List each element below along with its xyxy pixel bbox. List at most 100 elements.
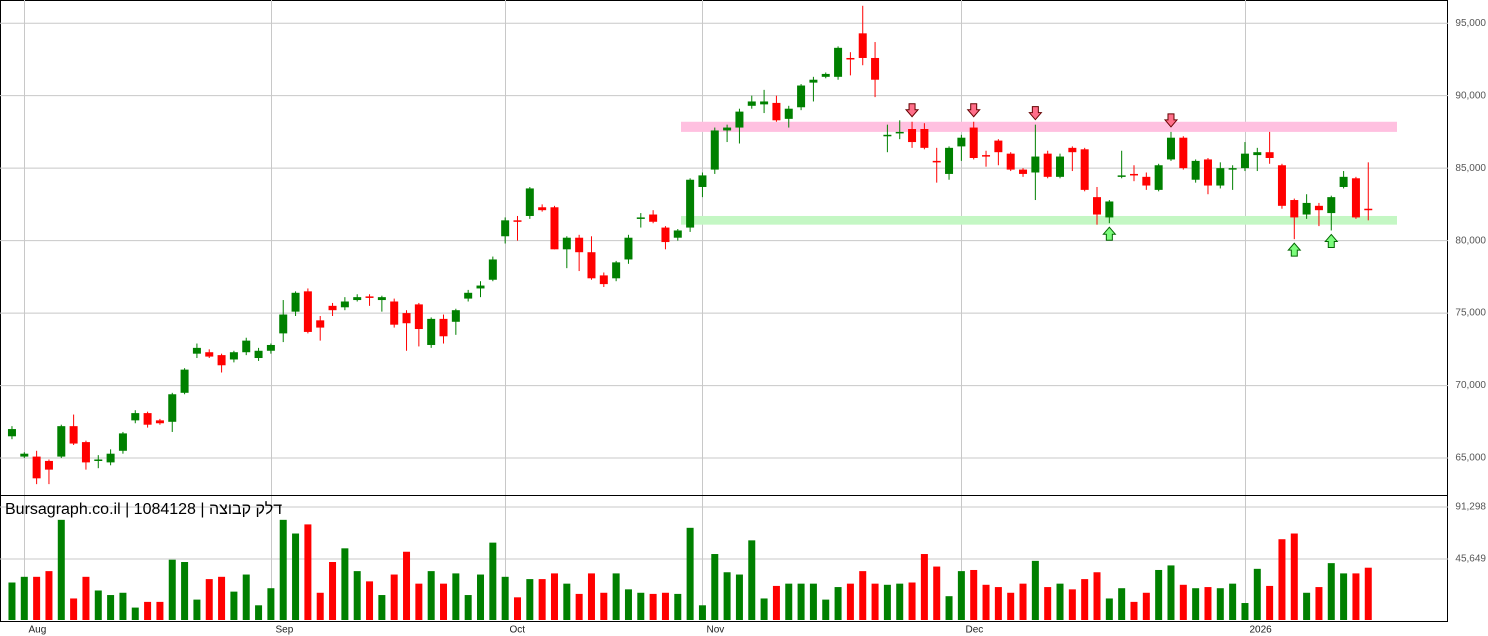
volume-bar (550, 573, 558, 620)
volume-bar (1167, 565, 1175, 620)
volume-bar (366, 581, 374, 620)
candle-body (686, 179, 695, 228)
candle-body (723, 127, 732, 131)
candle-body (168, 394, 177, 422)
candle-body (649, 214, 658, 222)
volume-bar (612, 573, 620, 620)
volume-bar (1229, 583, 1237, 620)
volume-bar (57, 519, 65, 620)
volume-bar (156, 601, 164, 620)
volume-bar (600, 592, 608, 620)
candle-body (242, 340, 251, 353)
candle-body (143, 413, 152, 425)
volume-bar (957, 571, 965, 620)
candle-body (155, 420, 164, 424)
volume-bar (205, 579, 213, 620)
volume-bar (1007, 592, 1015, 620)
candle-body (809, 79, 818, 83)
candle-body (1277, 165, 1286, 206)
candle-body (834, 47, 843, 77)
candle-body (562, 237, 571, 250)
candle-body (932, 160, 941, 163)
chart-title: Bursagraph.co.il | 1084128 | דלק קבוצה (5, 500, 282, 518)
volume-bar (279, 519, 287, 620)
volume-bar (464, 595, 472, 620)
candle-body (279, 314, 288, 334)
candle-body (624, 237, 633, 260)
volume-bar (1241, 603, 1249, 620)
volume-bar (1352, 573, 1360, 620)
resistance-band (681, 121, 1397, 132)
volume-bar (883, 584, 891, 620)
candle-body (1191, 160, 1200, 180)
plot-frame (0, 0, 1448, 622)
sell-arrow (966, 103, 981, 118)
volume-bar (563, 583, 571, 620)
candle-body (205, 352, 214, 357)
volume-bar (575, 593, 583, 620)
volume-tick-label: 45,649 (1455, 554, 1486, 565)
volume-bar (686, 527, 694, 620)
volume-tick-label: 91,298 (1455, 502, 1486, 513)
volume-bar (304, 524, 312, 620)
candle-body (131, 413, 140, 421)
candle-body (1179, 137, 1188, 169)
candle-body (747, 101, 756, 106)
candle-body (229, 352, 238, 360)
volume-bar (1290, 533, 1298, 620)
volume-bar (772, 585, 780, 620)
candle-body (1203, 159, 1212, 186)
candle-body (7, 429, 16, 437)
candle-body (1166, 137, 1175, 160)
volume-bar (415, 583, 423, 620)
volume-bar (994, 587, 1002, 620)
candle-body (1314, 205, 1323, 211)
volume-bar (218, 576, 226, 620)
candle-body (106, 453, 115, 463)
volume-bar (1315, 587, 1323, 620)
grid (0, 0, 1448, 620)
volume-bar (489, 542, 497, 620)
volume-bar (1105, 598, 1113, 620)
support-band (681, 215, 1397, 225)
x-tick-label: Nov (707, 625, 725, 636)
volume-bar (896, 583, 904, 620)
candle-body (895, 131, 904, 134)
y-tick-label: 75,000 (1455, 308, 1486, 319)
volume-bar (1192, 588, 1200, 620)
axes: 65,000 70,000 75,000 80,000 85,000 90,000 95,0… (29, 18, 1487, 636)
volume-panel (8, 519, 1372, 620)
candle-body (439, 318, 448, 337)
candle-body (538, 207, 547, 211)
volume-bar (403, 551, 411, 620)
candle-body (858, 33, 867, 58)
volume-bar (735, 574, 743, 620)
volume-bar (378, 595, 386, 620)
volume-bar (945, 596, 953, 620)
sell-arrow (1028, 106, 1043, 121)
volume-bar (33, 576, 41, 620)
candle-body (1056, 156, 1065, 177)
candle-body (846, 57, 855, 60)
volume-bar (1278, 539, 1286, 620)
volume-bar (674, 593, 682, 620)
volume-bar (538, 579, 546, 620)
candle-body (871, 57, 880, 80)
volume-bar (193, 599, 201, 620)
volume-bar (168, 559, 176, 620)
sell-arrow (904, 103, 920, 118)
candle-body (217, 355, 226, 366)
candle-body (920, 129, 929, 148)
x-tick-label: Dec (966, 625, 984, 636)
volume-bar (1081, 579, 1089, 620)
candle-body (1093, 197, 1102, 215)
y-tick-label: 95,000 (1455, 18, 1486, 29)
y-tick-label: 90,000 (1455, 90, 1486, 101)
x-tick-label: Sep (276, 625, 294, 636)
volume-bar (1093, 572, 1101, 620)
candle-body (1142, 176, 1151, 186)
candle-body (772, 102, 781, 121)
candle-body (1117, 175, 1126, 177)
candle-body (328, 305, 337, 311)
volume-bar (316, 592, 324, 620)
